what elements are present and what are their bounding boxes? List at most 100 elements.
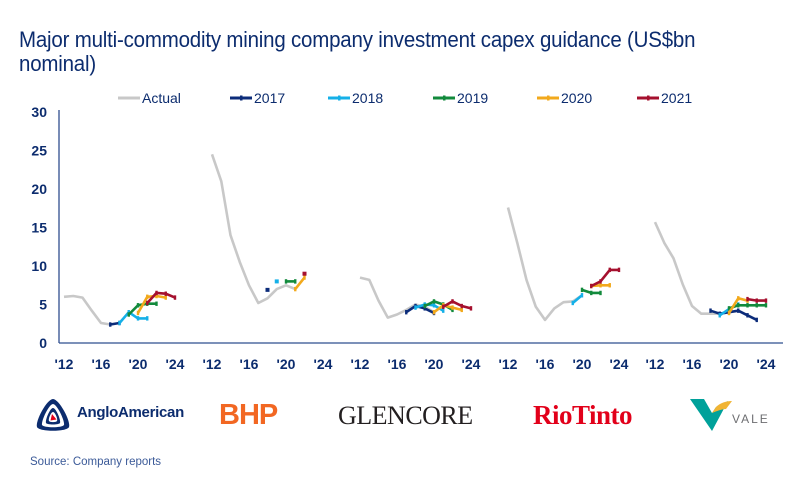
legend-item-2020: 2020: [537, 90, 592, 106]
data-point: [451, 299, 454, 304]
x-tick-label: '24: [757, 356, 776, 372]
data-point: [718, 313, 721, 318]
legend: Actual 2017 2018 2019 2020 2021: [118, 90, 692, 106]
panel-bhp: [210, 153, 307, 305]
x-tick-label: '16: [92, 356, 111, 372]
data-point: [127, 312, 130, 317]
data-point: [737, 296, 740, 301]
glencore-logo: GLENCORE: [338, 401, 473, 430]
series-actual: [653, 221, 720, 316]
series-2020: [294, 275, 306, 292]
series-actual: [210, 153, 296, 305]
series-line: [294, 276, 306, 290]
data-point: [432, 303, 436, 308]
series-2018: [274, 279, 279, 284]
data-point: [127, 310, 130, 315]
y-tick-label: 0: [39, 335, 47, 351]
series-line: [359, 276, 435, 319]
data-point: [155, 301, 158, 306]
data-point: [274, 279, 279, 284]
anglo-american-logo: [33, 397, 73, 438]
data-point: [737, 303, 740, 308]
x-tick-label: '24: [166, 356, 185, 372]
series-2021: [590, 267, 621, 289]
panel-glencore: [359, 276, 473, 319]
data-point: [709, 308, 712, 313]
series-2018: [571, 293, 584, 306]
data-point: [303, 275, 306, 280]
legend-marker: [443, 95, 446, 101]
data-point: [469, 306, 473, 311]
series-line: [590, 268, 619, 288]
x-tick-label: '20: [425, 356, 444, 372]
anglo-american-emblem-icon: [36, 399, 70, 431]
series-2021: [302, 271, 307, 276]
x-tick-label: '24: [462, 356, 481, 372]
y-tick-label: 25: [31, 143, 47, 159]
data-point: [164, 295, 167, 300]
chart-title: Major multi-commodity mining company inv…: [19, 27, 696, 76]
legend-item-2021: 2021: [637, 90, 692, 106]
data-point: [764, 298, 768, 303]
series-2019: [580, 287, 602, 296]
series-2019: [727, 303, 768, 311]
data-point: [737, 308, 740, 313]
rio-tinto-logo: RioTinto: [533, 400, 633, 430]
series-2019: [284, 279, 297, 284]
legend-item-2018: 2018: [328, 90, 383, 106]
data-point: [746, 303, 749, 308]
data-point: [136, 316, 140, 321]
x-tick-label: '20: [129, 356, 148, 372]
data-point: [302, 271, 307, 276]
series-line: [63, 294, 111, 326]
series-line: [146, 291, 176, 304]
series-line: [710, 309, 758, 322]
legend-item-2017: 2017: [230, 90, 285, 106]
data-point: [460, 303, 463, 309]
series-line: [433, 303, 463, 314]
x-tick-label: '16: [388, 356, 407, 372]
x-tick-label: '16: [536, 356, 555, 372]
legend-label: 2021: [661, 90, 692, 106]
data-point: [164, 291, 167, 296]
x-tick-label: '16: [240, 356, 259, 372]
data-point: [727, 306, 731, 311]
data-point: [755, 303, 758, 308]
data-point: [423, 303, 426, 309]
legend-marker: [338, 95, 341, 101]
bhp-logo: BHP: [219, 399, 278, 431]
x-tick-label: '20: [277, 356, 296, 372]
data-point: [755, 317, 758, 323]
x-tick-label: '12: [499, 356, 518, 372]
data-point: [451, 307, 454, 313]
data-point: [580, 293, 584, 298]
y-axis: 0 5 10 15 20 25 30: [31, 104, 60, 351]
data-point: [294, 286, 297, 292]
x-tick-label: '20: [573, 356, 592, 372]
data-point: [146, 294, 149, 299]
data-point: [284, 279, 288, 284]
data-point: [405, 310, 408, 315]
y-tick-label: 5: [39, 297, 47, 313]
x-tick-label: '24: [610, 356, 629, 372]
series-line: [442, 300, 472, 310]
legend-item-2019: 2019: [433, 90, 488, 106]
data-point: [442, 304, 445, 310]
data-point: [155, 293, 158, 299]
x-tick-label: '12: [351, 356, 370, 372]
series-line: [110, 321, 120, 326]
y-tick-label: 15: [31, 220, 47, 236]
series-actual: [63, 294, 111, 326]
data-point: [746, 313, 749, 318]
data-point: [414, 305, 417, 310]
data-point: [608, 283, 611, 288]
data-point: [432, 310, 436, 315]
data-point: [265, 287, 270, 292]
legend-label: 2018: [352, 90, 383, 106]
legend-label: 2019: [457, 90, 488, 106]
y-tick-label: 20: [31, 181, 47, 197]
series-2018: [118, 310, 149, 326]
panel-rio-tinto: [506, 207, 621, 322]
data-point: [442, 308, 445, 313]
